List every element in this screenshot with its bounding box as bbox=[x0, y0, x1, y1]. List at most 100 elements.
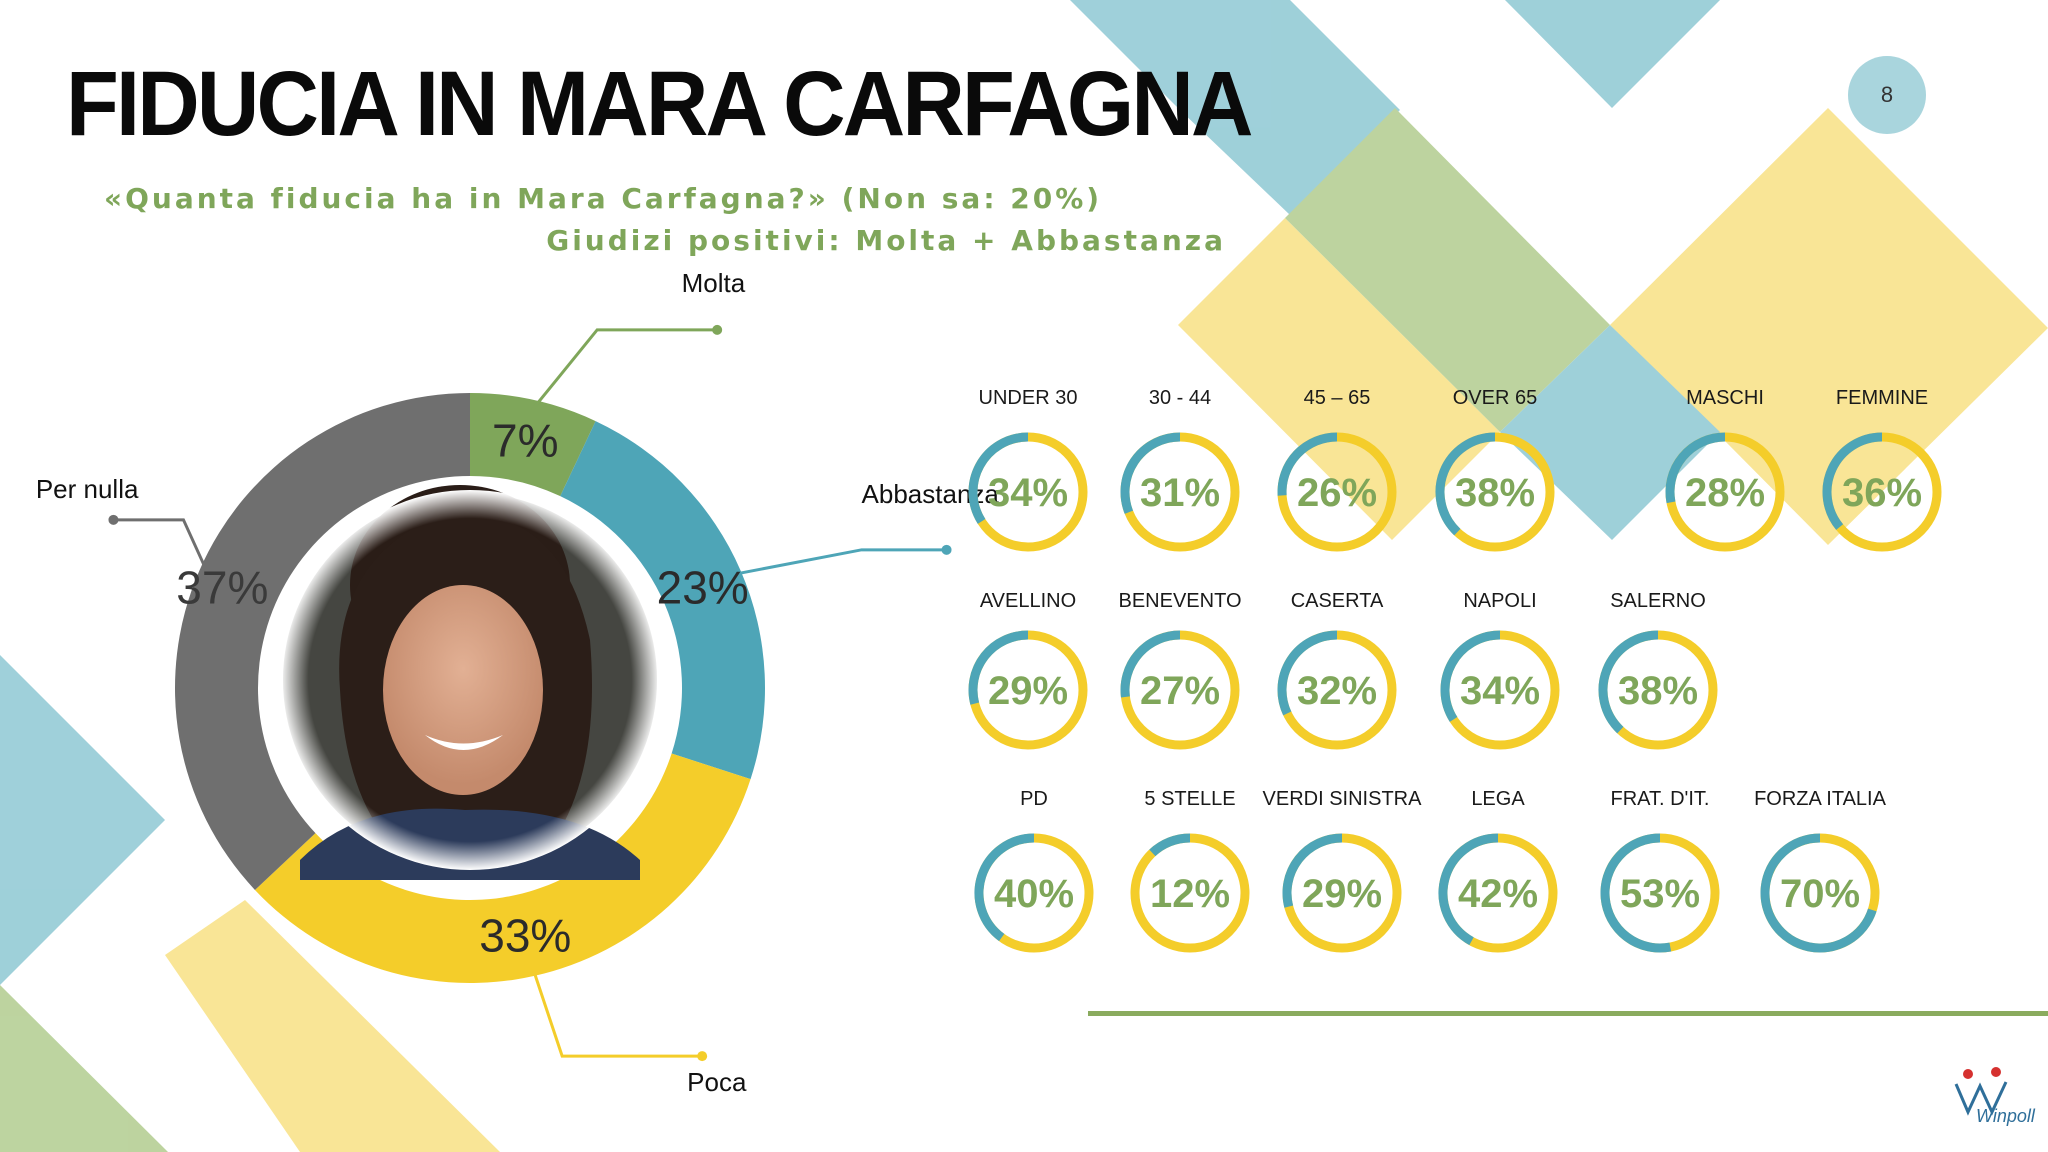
gauge-label: LEGA bbox=[1471, 788, 1525, 810]
gauge-value: 36% bbox=[1842, 471, 1922, 515]
page-title: FIDUCIA IN MARA CARFAGNA bbox=[66, 53, 1253, 155]
gauge-forza-italia: FORZA ITALIA 70% bbox=[1754, 788, 1887, 953]
gauge-value: 70% bbox=[1780, 872, 1860, 916]
gauge-label: OVER 65 bbox=[1453, 387, 1537, 409]
gauge-value: 34% bbox=[1460, 669, 1540, 713]
leader-dot-per-nulla bbox=[108, 514, 119, 525]
page-number-badge: 8 bbox=[1848, 56, 1926, 134]
gauge-value: 29% bbox=[988, 669, 1068, 713]
gauge-value: 27% bbox=[1140, 669, 1220, 713]
deco-teal-mid bbox=[1500, 325, 1720, 540]
category-label-per-nulla: Per nulla bbox=[36, 474, 139, 504]
gauge-caserta: CASERTA 32% bbox=[1277, 590, 1397, 750]
donut-value-label: 37% bbox=[176, 561, 268, 613]
leader-dot-poca bbox=[697, 1051, 708, 1062]
gauge-value: 28% bbox=[1685, 471, 1765, 515]
donut-slice-abbastanza bbox=[560, 421, 765, 780]
gauge-value: 32% bbox=[1297, 669, 1377, 713]
portrait-photo bbox=[280, 485, 660, 880]
gauge-value: 38% bbox=[1618, 669, 1698, 713]
gauge-label: 45 – 65 bbox=[1304, 387, 1371, 409]
gauge-label: FRAT. D'IT. bbox=[1610, 788, 1709, 810]
gauge-value: 34% bbox=[988, 471, 1068, 515]
gauge-avellino: AVELLINO 29% bbox=[968, 590, 1088, 750]
gauge-value: 12% bbox=[1150, 872, 1230, 916]
gauge-arc bbox=[968, 432, 1029, 524]
gauge-45-65: 45 – 65 26% bbox=[1277, 387, 1397, 552]
gauge-pd: PD 40% bbox=[974, 788, 1094, 953]
gauge-value: 40% bbox=[994, 872, 1074, 916]
donut-slice-per-nulla bbox=[174, 393, 470, 890]
bottom-divider bbox=[1088, 1011, 2048, 1016]
donut-slice-poca bbox=[254, 753, 751, 983]
deco-yellow-right bbox=[1610, 108, 2048, 545]
gauge-arc bbox=[1600, 833, 1672, 953]
gauge-label: VERDI SINISTRA bbox=[1263, 788, 1423, 810]
gauge-arc bbox=[1277, 432, 1338, 496]
deco-yellow-left bbox=[1178, 218, 1500, 540]
gauge-arc bbox=[1760, 833, 1877, 953]
logo-text: Winpoll bbox=[1976, 1106, 2036, 1126]
deco-teal-left bbox=[0, 655, 165, 985]
gauge-arc bbox=[1120, 630, 1181, 698]
gauge-napoli: NAPOLI 34% bbox=[1440, 590, 1560, 750]
gauge-arc bbox=[1120, 432, 1181, 514]
gauge-label: SALERNO bbox=[1610, 590, 1706, 612]
gauge-arc bbox=[1282, 833, 1343, 908]
gauge-label: BENEVENTO bbox=[1119, 590, 1242, 612]
question-text: «Quanta fiducia ha in Mara Carfagna?» (N… bbox=[104, 182, 1103, 215]
leader-line-poca bbox=[530, 965, 703, 1058]
gauge-arc bbox=[1665, 432, 1726, 504]
gauge-frat-d-it: FRAT. D'IT. 53% bbox=[1600, 788, 1720, 953]
gauge-arc bbox=[1822, 432, 1883, 530]
gauge-value: 38% bbox=[1455, 471, 1535, 515]
gauge-over-65: OVER 65 38% bbox=[1435, 387, 1555, 552]
gauge-arc bbox=[1435, 432, 1496, 536]
gauge-arc bbox=[1438, 833, 1499, 946]
deco-yellow-bottom bbox=[165, 900, 500, 1152]
gauge-30-44: 30 - 44 31% bbox=[1120, 387, 1240, 552]
gauge-label: PD bbox=[1020, 788, 1048, 810]
gauge-label: NAPOLI bbox=[1463, 590, 1536, 612]
positive-note: Giudizi positivi: Molta + Abbastanza bbox=[546, 224, 1226, 257]
gauge-lega: LEGA 42% bbox=[1438, 788, 1558, 953]
gauge-value: 31% bbox=[1140, 471, 1220, 515]
deco-teal-top-right bbox=[1505, 0, 1720, 108]
gauge-arc bbox=[1598, 630, 1659, 734]
gauge-label: FORZA ITALIA bbox=[1754, 788, 1887, 810]
gauge-label: FEMMINE bbox=[1836, 387, 1928, 409]
gauge-label: MASCHI bbox=[1686, 387, 1764, 409]
gauge-benevento: BENEVENTO 27% bbox=[1119, 590, 1242, 750]
gauge-arc bbox=[974, 833, 1035, 942]
gauge-value: 29% bbox=[1302, 872, 1382, 916]
gauge-arc bbox=[1440, 630, 1501, 722]
gauge-label: UNDER 30 bbox=[979, 387, 1078, 409]
deco-green-band bbox=[1285, 108, 1610, 432]
leader-line-molta bbox=[531, 328, 718, 411]
gauge-maschi: MASCHI 28% bbox=[1665, 387, 1785, 552]
gauge-arc bbox=[1149, 833, 1191, 857]
gauge-verdi-sinistra: VERDI SINISTRA 29% bbox=[1263, 788, 1423, 953]
donut-value-label: 33% bbox=[479, 909, 571, 961]
deco-green-bottom bbox=[0, 985, 168, 1152]
leader-dot-molta bbox=[712, 324, 723, 335]
gauge-label: 5 STELLE bbox=[1144, 788, 1235, 810]
gauge-arc bbox=[1277, 630, 1338, 716]
donut-value-label: 7% bbox=[492, 415, 558, 467]
category-label-poca: Poca bbox=[687, 1067, 747, 1097]
gauge-under-30: UNDER 30 34% bbox=[968, 387, 1088, 552]
gauge-value: 53% bbox=[1620, 872, 1700, 916]
gauge-value: 42% bbox=[1458, 872, 1538, 916]
leader-line-per-nulla bbox=[113, 518, 210, 576]
deco-teal-top bbox=[1070, 0, 1400, 215]
gauge-arc bbox=[968, 630, 1029, 705]
winpoll-logo: Winpoll bbox=[1954, 1067, 2036, 1126]
donut-value-label: 23% bbox=[657, 561, 749, 613]
leader-dot-abbastanza bbox=[941, 544, 952, 555]
gauge-label: CASERTA bbox=[1291, 590, 1384, 612]
gauge-label: AVELLINO bbox=[980, 590, 1076, 612]
gauge-5-stelle: 5 STELLE 12% bbox=[1130, 788, 1250, 953]
